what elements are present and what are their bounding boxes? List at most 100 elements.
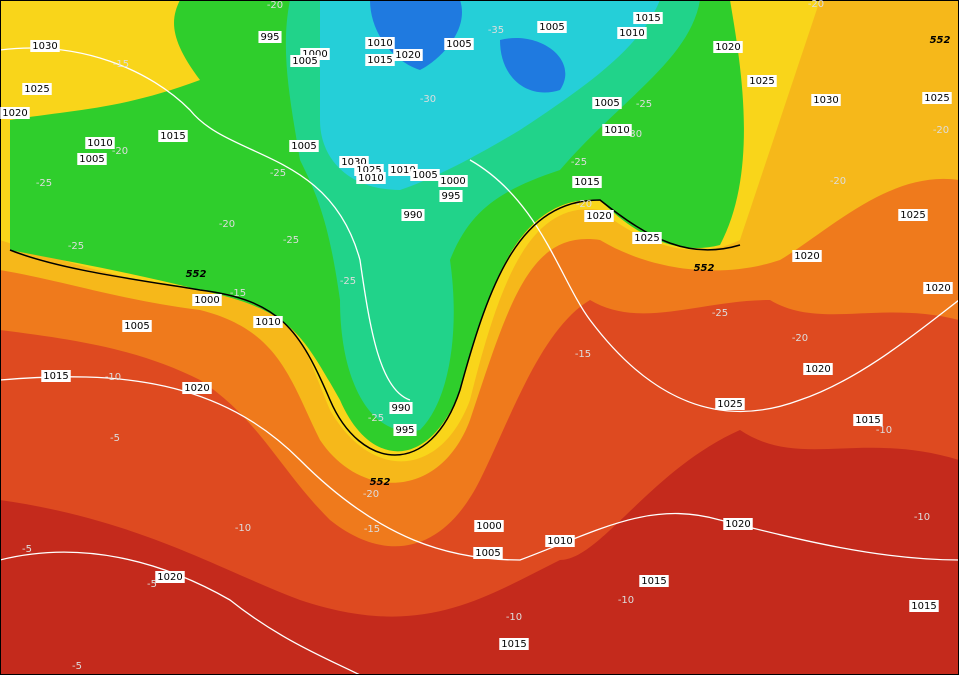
pressure-label-box	[584, 210, 614, 222]
pressure-label: 1025	[356, 165, 381, 176]
pressure-label-box	[289, 140, 319, 152]
pressure-label-box	[572, 176, 602, 188]
temperature-label: -15	[364, 524, 380, 535]
pressure-label-box	[853, 414, 883, 426]
temperature-label: -5	[110, 433, 120, 444]
pressure-label-box	[122, 320, 152, 332]
temperature-label: -25	[36, 178, 52, 189]
pressure-label-box	[41, 370, 71, 382]
temperature-label: -30	[420, 94, 436, 105]
pressure-label: 1000	[440, 176, 465, 187]
pressure-label-box	[258, 31, 282, 43]
pressure-label-box	[444, 38, 474, 50]
pressure-label: 1005	[475, 548, 500, 559]
pressure-label: 995	[260, 32, 279, 43]
pressure-label: 1025	[717, 399, 742, 410]
pressure-label: 1015	[574, 177, 599, 188]
pressure-label: 1015	[43, 371, 68, 382]
pressure-label-box	[155, 571, 185, 583]
pressure-label: 1015	[911, 601, 936, 612]
pressure-label: 1005	[539, 22, 564, 33]
pressure-label-box	[545, 535, 575, 547]
temperature-label: -10	[105, 372, 121, 383]
temperature-label: -10	[618, 595, 634, 606]
pressure-label-box	[909, 600, 939, 612]
552-contour	[9, 199, 741, 456]
temperature-label: -20	[933, 125, 949, 136]
temperature-label: -35	[488, 25, 504, 36]
pressure-label-box	[393, 49, 423, 61]
pressure-label-box	[182, 382, 212, 394]
pressure-label: 1025	[24, 84, 49, 95]
pressure-label: 995	[395, 425, 414, 436]
pressure-label: 990	[391, 403, 410, 414]
height-label: 552	[694, 263, 715, 274]
pressure-label: 1025	[924, 93, 949, 104]
pressure-label: 1020	[586, 211, 611, 222]
temperature-label: -20	[808, 0, 824, 10]
pressure-label-box	[389, 402, 413, 414]
temperature-label: -15	[230, 288, 246, 299]
pressure-label-box	[439, 190, 463, 202]
pressure-label-box	[639, 575, 669, 587]
isobar	[469, 159, 959, 412]
pressure-label: 1020	[715, 42, 740, 53]
temperature-label: -10	[235, 523, 251, 534]
pressure-label-box	[365, 54, 395, 66]
pressure-label-box	[792, 250, 822, 262]
pressure-label-box	[633, 12, 663, 24]
temperature-label: -20	[792, 333, 808, 344]
temperature-label: -10	[876, 425, 892, 436]
temperature-label: -20	[267, 0, 283, 11]
temperature-label: -25	[368, 413, 384, 424]
pressure-label-box	[438, 175, 468, 187]
pressure-label-box	[22, 83, 52, 95]
pressure-label: 1005	[594, 98, 619, 109]
pressure-label: 1015	[641, 576, 666, 587]
temperature-label: -25	[340, 276, 356, 287]
pressure-label-box	[158, 130, 188, 142]
temperature-label: -15	[113, 59, 129, 70]
pressure-label: 1030	[341, 157, 366, 168]
pressure-label: 990	[403, 210, 422, 221]
pressure-label-box	[0, 107, 30, 119]
pressure-label: 1020	[794, 251, 819, 262]
pressure-label: 1015	[367, 55, 392, 66]
pressure-label: 1010	[358, 173, 383, 184]
temperature-label: -20	[112, 146, 128, 157]
pressure-label-box	[85, 137, 115, 149]
pressure-label: 995	[441, 191, 460, 202]
pressure-label-box	[592, 97, 622, 109]
pressure-label-box	[617, 27, 647, 39]
isobar	[0, 551, 361, 675]
pressure-label: 1020	[157, 572, 182, 583]
temperature-label: -25	[68, 241, 84, 252]
temperature-label: -20	[363, 489, 379, 500]
pressure-label: 1025	[634, 233, 659, 244]
temperature-label: -10	[914, 512, 930, 523]
temperature-label: -25	[270, 168, 286, 179]
temperature-label: -5	[147, 579, 157, 590]
pressure-label: 1010	[87, 138, 112, 149]
pressure-label-box	[192, 294, 222, 306]
temperature-label: -15	[575, 349, 591, 360]
temperature-label: -25	[571, 157, 587, 168]
pressure-label-box	[253, 316, 283, 328]
pressure-label-box	[713, 41, 743, 53]
pressure-label: 1030	[813, 95, 838, 106]
pressure-label-box	[803, 363, 833, 375]
pressure-label-box	[723, 518, 753, 530]
pressure-label: 1025	[900, 210, 925, 221]
pressure-label: 1025	[749, 76, 774, 87]
pressure-label-box	[30, 40, 60, 52]
pressure-label: 1015	[501, 639, 526, 650]
cold-core	[370, 0, 566, 93]
temperature-label: -20	[830, 176, 846, 187]
pressure-label-box	[747, 75, 777, 87]
pressure-label: 1030	[32, 41, 57, 52]
pressure-label: 1000	[476, 521, 501, 532]
temperature-label: -20	[219, 219, 235, 230]
pressure-label: 1005	[79, 154, 104, 165]
temperature-label: -25	[636, 99, 652, 110]
temperature-label: -5	[22, 544, 32, 555]
